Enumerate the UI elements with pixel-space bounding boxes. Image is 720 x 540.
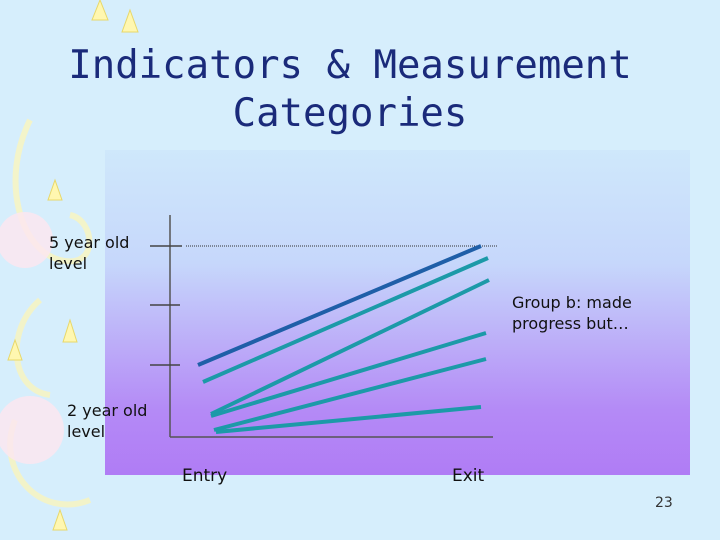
diagram-panel <box>105 150 690 475</box>
five-year-level-label: 5 year old level <box>49 232 129 274</box>
progress-line-6 <box>215 405 482 434</box>
two-year-label-line-1: 2 year old <box>67 401 148 420</box>
group-b-label: Group b: made progress but… <box>512 292 632 334</box>
title-line-2: Categories <box>232 91 468 136</box>
slide-title: Indicators & Measurement Categories <box>60 42 640 138</box>
slide-number: 23 <box>655 495 673 511</box>
two-year-label-line-2: level <box>67 422 106 441</box>
group-b-label-line-2: progress but… <box>512 314 629 333</box>
five-year-label-line-1: 5 year old <box>49 233 130 252</box>
progress-line-4 <box>210 331 487 418</box>
progress-line-5 <box>213 357 487 432</box>
progress-line-primary <box>197 244 482 367</box>
two-year-level-label: 2 year old level <box>67 400 147 442</box>
exit-label: Exit <box>452 466 485 486</box>
entry-label: Entry <box>182 466 228 486</box>
progress-line-3 <box>210 278 490 416</box>
progress-line-2 <box>202 256 489 384</box>
group-b-label-line-1: Group b: made <box>512 293 632 312</box>
title-line-1: Indicators & Measurement <box>68 43 632 88</box>
five-year-label-line-2: level <box>49 254 88 273</box>
